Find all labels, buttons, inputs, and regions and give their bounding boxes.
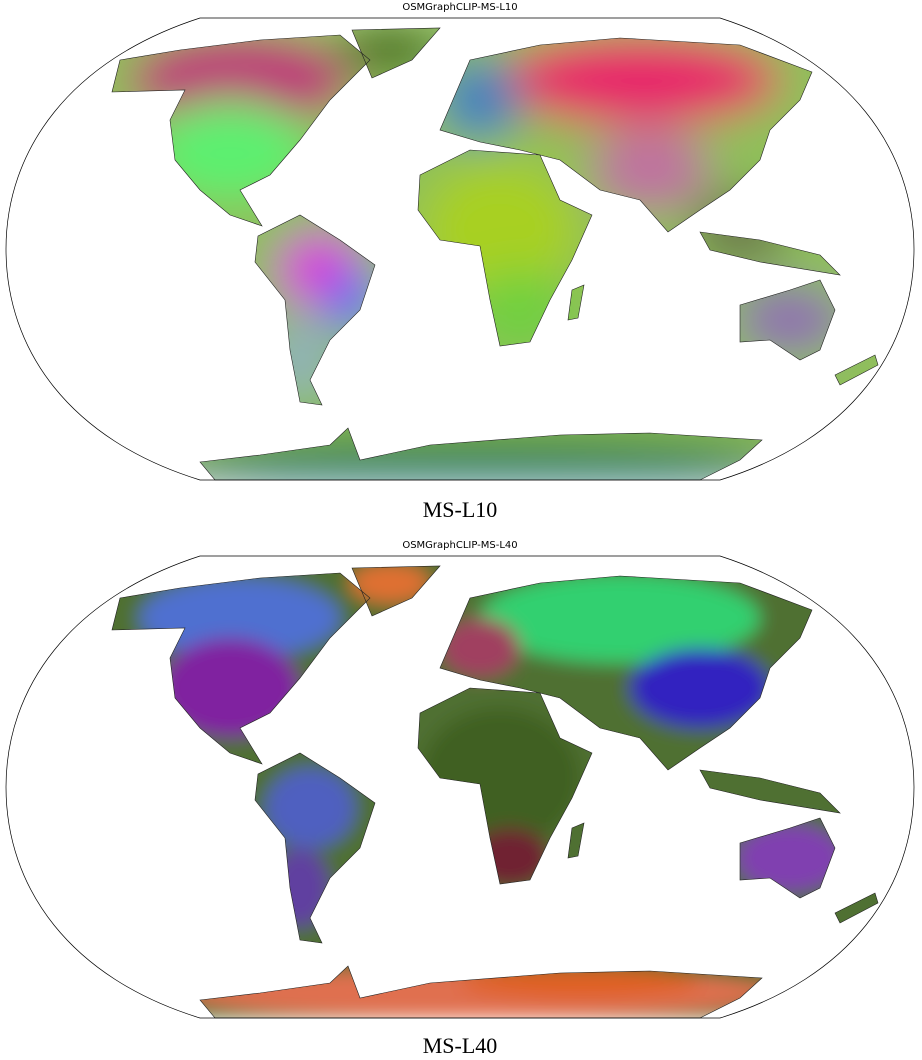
land-border <box>567 822 585 859</box>
map-boundary <box>5 555 915 1019</box>
map-caption: MS-L40 <box>423 1033 498 1058</box>
map-title: OSMGraphCLIP-MS-L10 <box>402 2 517 13</box>
map-panel: OSMGraphCLIP-MS-L40 MS-L40 <box>5 540 915 1058</box>
land-colors <box>112 28 878 480</box>
land-border <box>739 279 836 361</box>
land-border <box>834 354 879 386</box>
land-border <box>439 37 813 233</box>
land-colors <box>112 566 878 1018</box>
land-border <box>417 149 593 347</box>
land-border <box>739 817 836 899</box>
land-border <box>699 769 841 814</box>
land-border <box>254 752 376 944</box>
land-border <box>699 231 841 276</box>
land-border <box>111 34 371 227</box>
map-boundary <box>5 17 915 481</box>
land-border <box>567 284 585 321</box>
land-border <box>439 575 813 771</box>
land-border <box>351 565 441 617</box>
map-title: OSMGraphCLIP-MS-L40 <box>402 540 517 551</box>
map-panel: OSMGraphCLIP-MS-L10 <box>5 2 915 522</box>
land-border <box>254 214 376 406</box>
land-border <box>111 572 371 765</box>
land-border <box>834 892 879 924</box>
map-caption: MS-L10 <box>423 497 498 522</box>
land-border <box>351 27 441 79</box>
land-border <box>417 687 593 885</box>
